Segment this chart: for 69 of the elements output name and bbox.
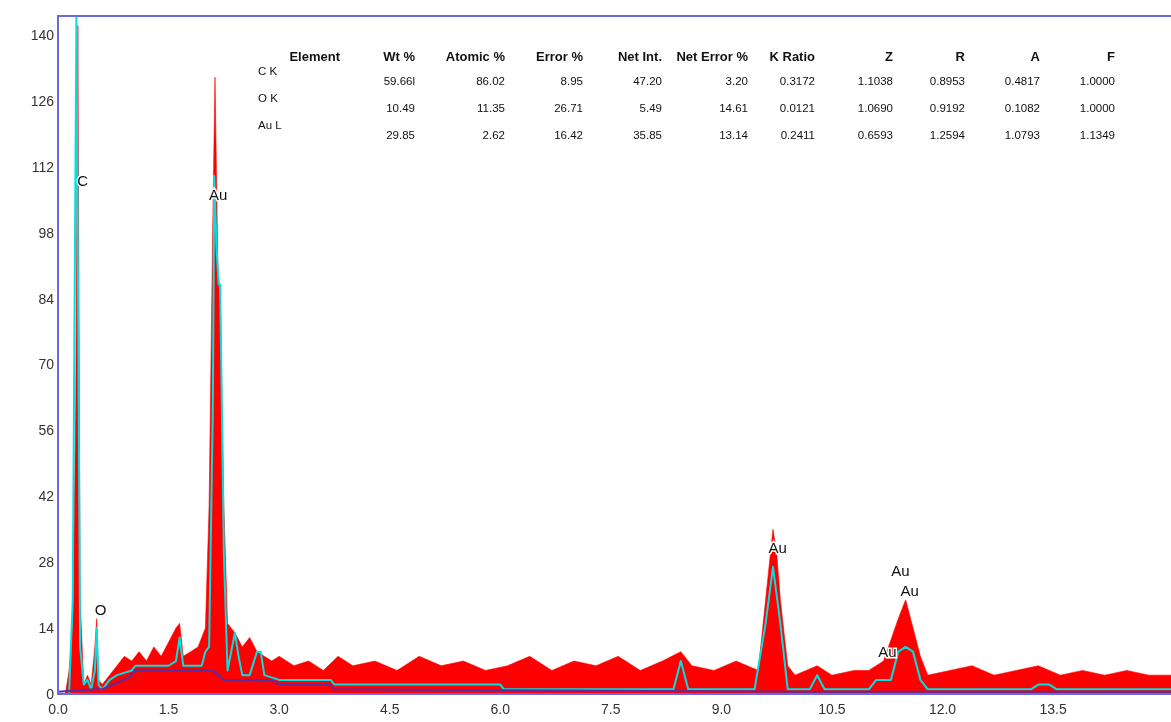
annotation: 14.61	[719, 102, 748, 114]
y-tick-label: 0	[46, 686, 55, 702]
y-tick-label: 42	[38, 488, 55, 505]
line-series	[57, 669, 1171, 693]
annotation: 0.3172	[779, 75, 815, 87]
y-tick-label: 112	[31, 158, 55, 175]
annotation: 29.85	[386, 129, 415, 141]
annotation: F	[1107, 49, 1116, 64]
annotation: 0.9192	[929, 102, 965, 114]
annotation: 1.1038	[857, 75, 893, 87]
x-tick-label: 3.0	[269, 701, 290, 717]
annotation: 59.66l	[383, 75, 415, 87]
annotation: 26.71	[554, 102, 583, 114]
annotation: 47.20	[633, 75, 662, 87]
annotation: Au L	[258, 119, 283, 131]
y-tick-label: 84	[38, 290, 55, 307]
annotation: K Ratio	[769, 49, 816, 64]
annotation: 1.0000	[1079, 75, 1115, 87]
annotation: O	[94, 600, 107, 618]
annotation: R	[955, 49, 966, 64]
annotation: 1.0793	[1004, 129, 1040, 141]
annotation: Z	[885, 49, 894, 64]
annotation: 0.1082	[1004, 102, 1040, 114]
x-tick-label: 9.0	[711, 701, 732, 717]
y-tick-label: 14	[38, 620, 55, 637]
annotation: A	[1030, 49, 1041, 64]
annotation: C K	[258, 65, 278, 77]
x-tick-label: 13.5	[1039, 701, 1067, 717]
annotation: 1.0000	[1079, 102, 1115, 114]
y-tick-label: 126	[30, 92, 55, 109]
annotation: 35.85	[633, 129, 662, 141]
x-tick-label: 0.0	[48, 701, 68, 717]
annotation: 1.2594	[929, 129, 966, 141]
annotation: 0.8953	[929, 75, 965, 87]
annotation: 0.0121	[779, 102, 815, 114]
annotation: Net Error %	[676, 49, 749, 64]
y-tick-label: 28	[38, 554, 55, 571]
x-tick-label: 6.0	[490, 701, 511, 717]
annotation: 5.49	[639, 102, 662, 114]
x-tick-label: 10.5	[818, 701, 846, 717]
annotation: Element	[289, 49, 341, 64]
annotation: 11.35	[477, 102, 505, 114]
y-tick-label: 70	[38, 356, 55, 373]
y-tick-label: 140	[30, 26, 55, 43]
x-tick-label: 4.5	[379, 701, 400, 717]
annotation: 0.4817	[1004, 75, 1040, 87]
annotation: O K	[258, 92, 279, 104]
annotation: Atomic %	[445, 49, 506, 64]
annotation: 1.1349	[1079, 129, 1115, 141]
annotation: 3.20	[725, 75, 748, 87]
annotation: Wt %	[383, 49, 416, 64]
annotation: 0.2411	[780, 129, 815, 141]
x-tick-label: 1.5	[158, 701, 179, 717]
annotation: 8.95	[560, 75, 583, 87]
annotation: Au	[891, 562, 910, 579]
annotation: 0.6593	[857, 129, 893, 141]
x-tick-label: 7.5	[601, 701, 621, 717]
y-tick-label: 56	[38, 422, 55, 439]
annotation: 16.42	[554, 129, 583, 141]
y-tick-label: 98	[38, 224, 55, 241]
annotation: 1.0690	[857, 102, 893, 114]
annotation: Net Int.	[617, 49, 662, 64]
annotation: 2.62	[482, 129, 505, 141]
annotation: Au	[900, 581, 919, 599]
annotation: 86.02	[476, 75, 505, 87]
annotation: Error %	[536, 49, 584, 64]
x-tick-label: 12.0	[928, 701, 957, 717]
annotation: 10.49	[386, 102, 415, 114]
annotation: 13.14	[719, 129, 749, 141]
